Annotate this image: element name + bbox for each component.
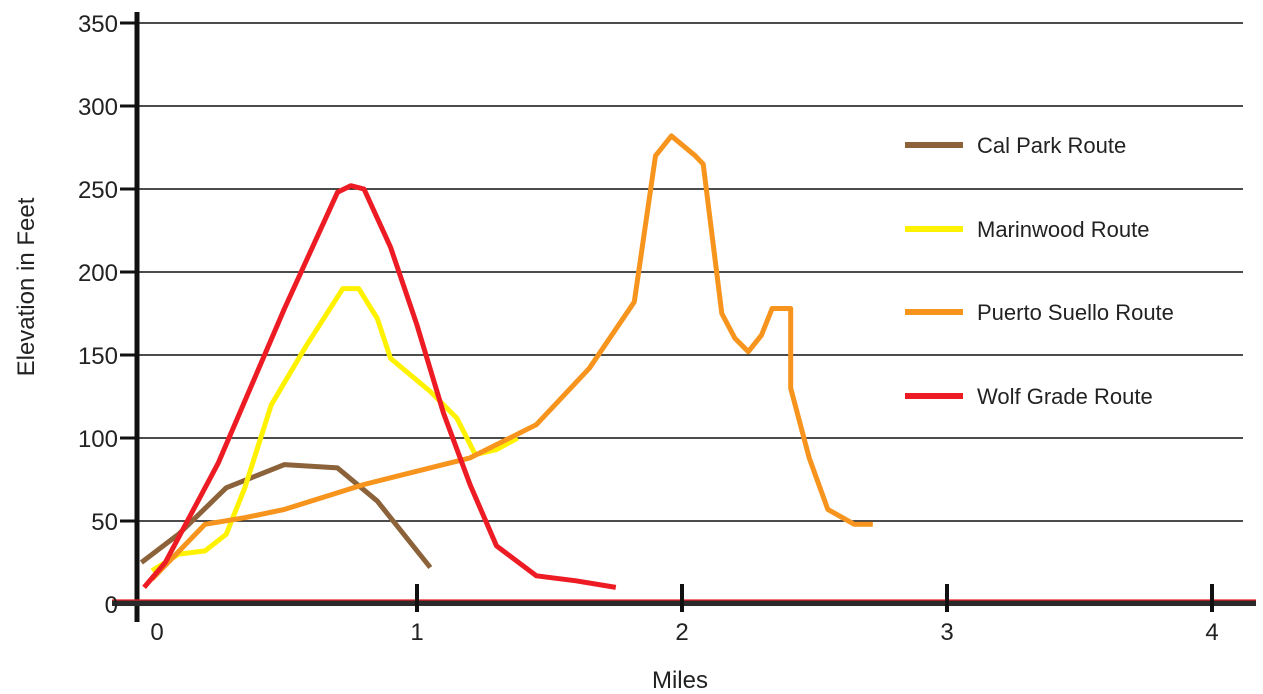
y-tick-label: 100: [78, 426, 118, 453]
x-tick-label: 0: [150, 619, 163, 646]
y-tick-label: 300: [78, 94, 118, 121]
y-tick-label: 200: [78, 260, 118, 287]
y-tick-label: 50: [91, 509, 118, 536]
y-tick-label: 350: [78, 11, 118, 38]
x-axis-label: Miles: [652, 667, 708, 694]
x-tick-label: 3: [940, 619, 953, 646]
x-tick-label: 4: [1205, 619, 1218, 646]
grid-lines: [137, 22, 1243, 522]
x-tick-label: 2: [675, 619, 688, 646]
legend-label: Cal Park Route: [977, 133, 1126, 158]
series-line-4: [142, 183, 617, 590]
series-line-2: [150, 286, 519, 573]
y-tick-label: 0: [105, 592, 118, 619]
legend-label: Marinwood Route: [977, 217, 1149, 242]
x-axis-ticks: 0 1 2 3 4: [150, 584, 1219, 646]
series-line-3: [150, 133, 873, 581]
y-tick-label: 250: [78, 177, 118, 204]
y-axis-label: Elevation in Feet: [13, 197, 40, 376]
y-tick-label: 150: [78, 343, 118, 370]
legend-label: Wolf Grade Route: [977, 384, 1153, 409]
legend: Cal Park Route Marinwood Route Puerto Suel…: [905, 133, 1174, 409]
series-lines: [139, 133, 873, 590]
x-tick-label: 1: [410, 619, 423, 646]
y-axis-ticks: 0 50 100 150 200 250 300 350: [78, 11, 137, 619]
legend-label: Puerto Suello Route: [977, 300, 1174, 325]
